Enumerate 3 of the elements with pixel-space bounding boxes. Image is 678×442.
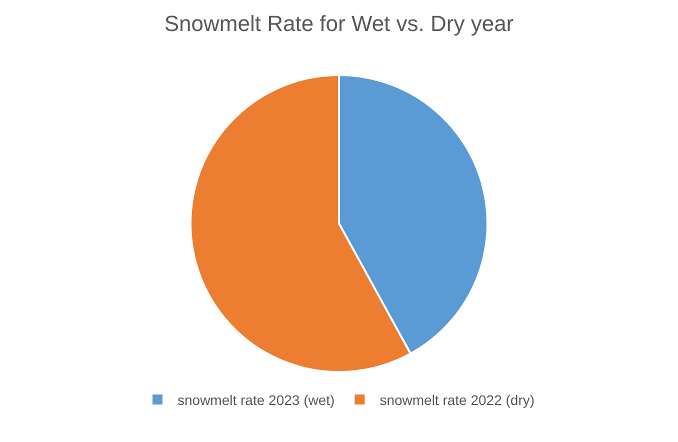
legend-label: snowmelt rate 2022 (dry) — [380, 392, 535, 408]
legend-label: snowmelt rate 2023 (wet) — [178, 392, 335, 408]
chart-title: Snowmelt Rate for Wet vs. Dry year — [164, 10, 514, 36]
